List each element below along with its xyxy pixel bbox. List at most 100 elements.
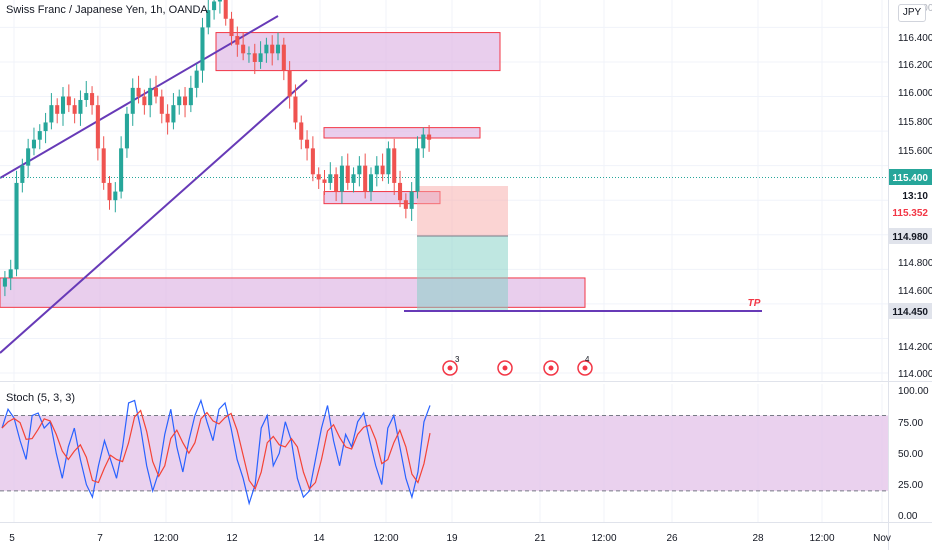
candle-body bbox=[328, 174, 333, 183]
candle-body bbox=[310, 148, 315, 175]
candle-body bbox=[26, 148, 31, 166]
candle-body bbox=[299, 122, 304, 140]
time-tick-label: 12:00 bbox=[809, 533, 834, 544]
stoch-title: Stoch (5, 3, 3) bbox=[6, 392, 76, 404]
stoch-tick-label: 50.00 bbox=[898, 449, 923, 460]
supply-demand-zone bbox=[323, 127, 481, 139]
stoch-tick-label: 0.00 bbox=[898, 511, 918, 522]
economic-event-dot bbox=[548, 365, 554, 371]
candle-body bbox=[136, 87, 141, 97]
candle-body bbox=[235, 36, 240, 45]
price-tick-label: 114.000 bbox=[898, 369, 932, 380]
candle-body bbox=[252, 53, 257, 62]
time-tick-label: 26 bbox=[666, 533, 678, 544]
time-tick-label: 7 bbox=[97, 533, 103, 544]
price-tick-label: 114.800 bbox=[898, 258, 932, 269]
candle-body bbox=[281, 44, 286, 71]
stoch-tick-label: 75.00 bbox=[898, 418, 923, 429]
candle-body bbox=[2, 277, 7, 287]
candle-body bbox=[113, 191, 118, 201]
candle-body bbox=[293, 96, 298, 123]
candle-body bbox=[101, 148, 106, 183]
candle-body bbox=[130, 87, 135, 114]
economic-event-dot bbox=[582, 365, 588, 371]
candle-body bbox=[403, 200, 408, 209]
candle-body bbox=[258, 53, 263, 62]
current-price-label-bg bbox=[889, 204, 932, 220]
candle-body bbox=[177, 96, 182, 106]
current-price-label: 115.352 bbox=[892, 208, 928, 219]
time-tick-label: 12:00 bbox=[373, 533, 398, 544]
time-tick-label: Nov bbox=[873, 533, 891, 544]
stop-price-label-bg bbox=[889, 228, 932, 244]
candle-body bbox=[287, 70, 292, 97]
candle-body bbox=[223, 0, 228, 19]
candle-body bbox=[84, 93, 89, 100]
candle-body bbox=[380, 165, 385, 175]
event-count: 3 bbox=[455, 355, 460, 364]
candle-body bbox=[8, 269, 13, 278]
candle-body bbox=[386, 148, 391, 175]
candle-body bbox=[37, 131, 42, 140]
candle-body bbox=[95, 105, 100, 149]
candle-body bbox=[374, 165, 379, 175]
candle-body bbox=[14, 182, 19, 270]
candle-body bbox=[72, 105, 77, 114]
candle-body bbox=[183, 96, 188, 106]
price-tick-label: 114.200 bbox=[898, 342, 932, 353]
countdown-label-bg bbox=[889, 187, 932, 203]
axes: 116.400 116.200 116.000 115.800 115.600 114.8… bbox=[9, 3, 932, 544]
candle-body bbox=[212, 1, 217, 11]
candle-body bbox=[322, 179, 327, 183]
candle-body bbox=[60, 96, 66, 114]
candle-body bbox=[148, 87, 153, 106]
candle-body bbox=[229, 18, 234, 37]
candle-body bbox=[351, 174, 356, 183]
candle-body bbox=[200, 27, 205, 71]
candle-body bbox=[275, 44, 281, 54]
candle-body bbox=[188, 87, 193, 106]
tp-price-label: 114.450 bbox=[892, 307, 928, 318]
candle-body bbox=[270, 44, 275, 54]
candle-body bbox=[368, 174, 374, 192]
take-profit-area[interactable] bbox=[417, 236, 508, 310]
position-tool[interactable]: TP bbox=[0, 177, 888, 312]
price-tick-label: 115.600 bbox=[898, 146, 932, 157]
candle-body bbox=[427, 134, 432, 140]
time-tick-label: 12:00 bbox=[591, 533, 616, 544]
candle-body bbox=[159, 96, 164, 114]
time-tick-label: 19 bbox=[446, 533, 458, 544]
candle-body bbox=[415, 148, 420, 192]
price-tick-label: 114.600 bbox=[898, 286, 932, 297]
stoch-d-line bbox=[1, 409, 431, 491]
candle-body bbox=[357, 165, 362, 175]
price-tick-label: 116.200 bbox=[898, 60, 932, 71]
candle-body bbox=[398, 182, 403, 201]
candle-body bbox=[142, 96, 147, 106]
candle-body bbox=[90, 93, 95, 106]
stoch-k-line bbox=[1, 398, 431, 506]
tp-price-label-bg bbox=[889, 303, 932, 319]
candle-body bbox=[345, 165, 350, 183]
candle-body bbox=[20, 165, 25, 183]
candle-body bbox=[409, 191, 414, 209]
candle-body bbox=[124, 113, 129, 149]
candle-body bbox=[78, 99, 83, 114]
candle-body bbox=[49, 105, 54, 123]
candle-body bbox=[171, 105, 176, 123]
candle-body bbox=[217, 0, 222, 2]
stop-loss-area[interactable] bbox=[417, 186, 508, 236]
channel-lower-line bbox=[0, 79, 308, 354]
candle-body bbox=[339, 165, 344, 192]
price-tick-label: 115.800 bbox=[898, 117, 932, 128]
countdown-label: 13:10 bbox=[902, 191, 928, 202]
candle-body bbox=[363, 165, 368, 192]
candle-body bbox=[43, 122, 48, 132]
candle-body bbox=[246, 53, 251, 55]
currency-button[interactable]: JPY bbox=[898, 4, 926, 22]
candle-body bbox=[107, 182, 112, 201]
candle-body bbox=[392, 148, 397, 183]
